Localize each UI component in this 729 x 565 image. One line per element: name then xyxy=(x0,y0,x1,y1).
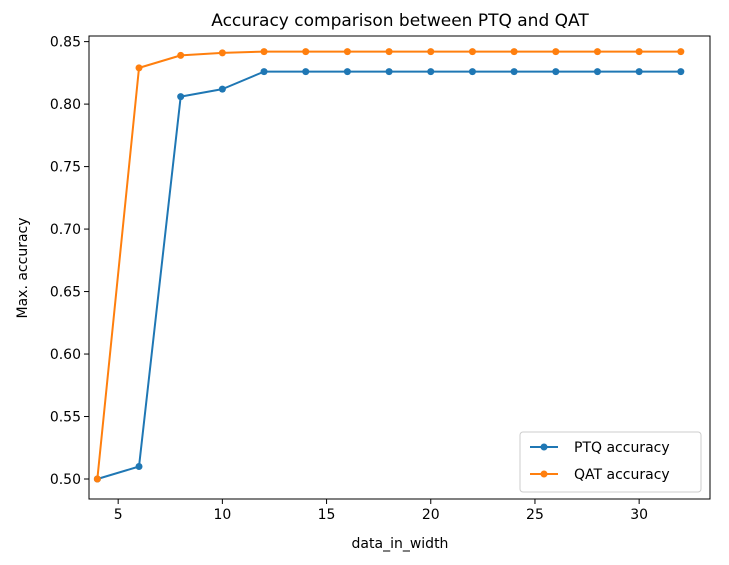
data-point xyxy=(218,85,226,93)
legend-entries: PTQ accuracy QAT accuracy xyxy=(530,440,670,483)
data-point xyxy=(593,68,601,76)
legend-box xyxy=(519,431,702,493)
data-point xyxy=(677,48,685,56)
y-tick-label: 0.70 xyxy=(50,222,81,238)
data-point xyxy=(552,68,560,76)
y-tick-label: 0.65 xyxy=(50,285,81,301)
data-point xyxy=(552,48,560,56)
legend-swatch-marker xyxy=(540,443,548,451)
y-tick-label: 0.55 xyxy=(50,410,81,426)
x-tick-label: 20 xyxy=(422,507,440,523)
legend: PTQ accuracy QAT accuracy xyxy=(519,431,702,493)
y-tick-label: 0.50 xyxy=(50,472,81,488)
data-point xyxy=(260,68,268,76)
data-point xyxy=(468,48,476,56)
data-point xyxy=(510,48,518,56)
y-tick-label: 0.75 xyxy=(50,160,81,176)
data-point xyxy=(177,93,185,101)
y-axis-ticks: 0.50 0.55 0.60 0.65 0.70 0.75 0.80 0.85 xyxy=(50,35,89,488)
data-point xyxy=(177,51,185,59)
y-axis-label: Max. accuracy xyxy=(15,217,31,318)
x-tick-label: 30 xyxy=(630,507,648,523)
x-axis-label: data_in_width xyxy=(352,536,449,552)
data-point xyxy=(343,48,351,56)
x-tick-label: 5 xyxy=(114,507,123,523)
data-point xyxy=(677,68,685,76)
axes-frame xyxy=(88,35,711,500)
y-tick-label: 0.60 xyxy=(50,347,81,363)
data-point xyxy=(385,68,393,76)
data-point xyxy=(635,48,643,56)
chart-title: Accuracy comparison between PTQ and QAT xyxy=(211,11,589,31)
data-point xyxy=(427,68,435,76)
data-point xyxy=(593,48,601,56)
data-point xyxy=(468,68,476,76)
y-tick-label: 0.80 xyxy=(50,97,81,113)
x-tick-label: 15 xyxy=(318,507,336,523)
legend-label: PTQ accuracy xyxy=(574,440,670,456)
legend-swatch-marker xyxy=(540,470,548,478)
data-point xyxy=(218,49,226,57)
x-tick-label: 25 xyxy=(526,507,544,523)
data-point xyxy=(510,68,518,76)
x-tick-label: 10 xyxy=(213,507,231,523)
data-point xyxy=(135,64,143,72)
data-point xyxy=(93,475,101,483)
data-point xyxy=(302,68,310,76)
x-axis-ticks: 5 10 15 20 25 30 xyxy=(114,499,648,523)
data-point xyxy=(135,463,143,471)
y-tick-label: 0.85 xyxy=(50,35,81,51)
data-point xyxy=(635,68,643,76)
data-point xyxy=(385,48,393,56)
data-point xyxy=(343,68,351,76)
data-point xyxy=(260,48,268,56)
data-point xyxy=(427,48,435,56)
legend-label: QAT accuracy xyxy=(574,467,670,483)
data-point xyxy=(302,48,310,56)
series-layer xyxy=(93,48,685,483)
